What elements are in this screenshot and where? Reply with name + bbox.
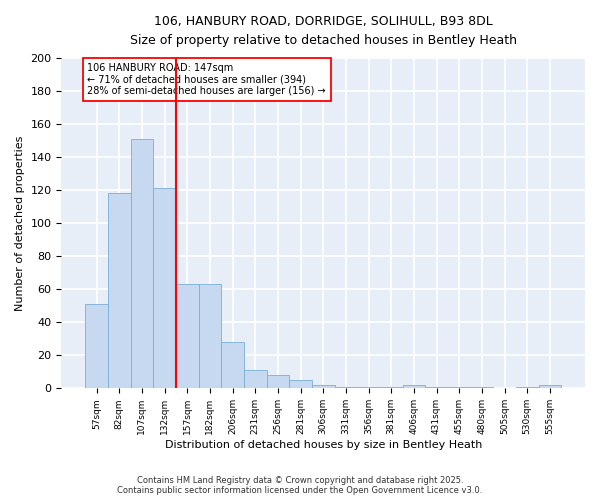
Bar bbox=[403, 385, 425, 388]
Text: 106 HANBURY ROAD: 147sqm
← 71% of detached houses are smaller (394)
28% of semi-: 106 HANBURY ROAD: 147sqm ← 71% of detach… bbox=[88, 63, 326, 96]
Bar bbox=[380, 386, 403, 388]
Bar bbox=[199, 284, 221, 389]
Bar bbox=[357, 386, 380, 388]
Bar bbox=[153, 188, 176, 388]
Bar bbox=[539, 385, 561, 388]
Bar bbox=[266, 375, 289, 388]
Bar bbox=[289, 380, 312, 388]
Text: Contains HM Land Registry data © Crown copyright and database right 2025.
Contai: Contains HM Land Registry data © Crown c… bbox=[118, 476, 482, 495]
Bar bbox=[312, 385, 335, 388]
Bar bbox=[85, 304, 108, 388]
Title: 106, HANBURY ROAD, DORRIDGE, SOLIHULL, B93 8DL
Size of property relative to deta: 106, HANBURY ROAD, DORRIDGE, SOLIHULL, B… bbox=[130, 15, 517, 47]
Bar bbox=[516, 386, 539, 388]
Bar bbox=[448, 386, 470, 388]
Bar bbox=[108, 194, 131, 388]
X-axis label: Distribution of detached houses by size in Bentley Heath: Distribution of detached houses by size … bbox=[164, 440, 482, 450]
Bar bbox=[176, 284, 199, 389]
Bar bbox=[470, 386, 493, 388]
Bar bbox=[335, 386, 357, 388]
Bar bbox=[425, 386, 448, 388]
Bar bbox=[131, 139, 153, 388]
Bar bbox=[244, 370, 266, 388]
Bar bbox=[221, 342, 244, 388]
Y-axis label: Number of detached properties: Number of detached properties bbox=[15, 136, 25, 311]
